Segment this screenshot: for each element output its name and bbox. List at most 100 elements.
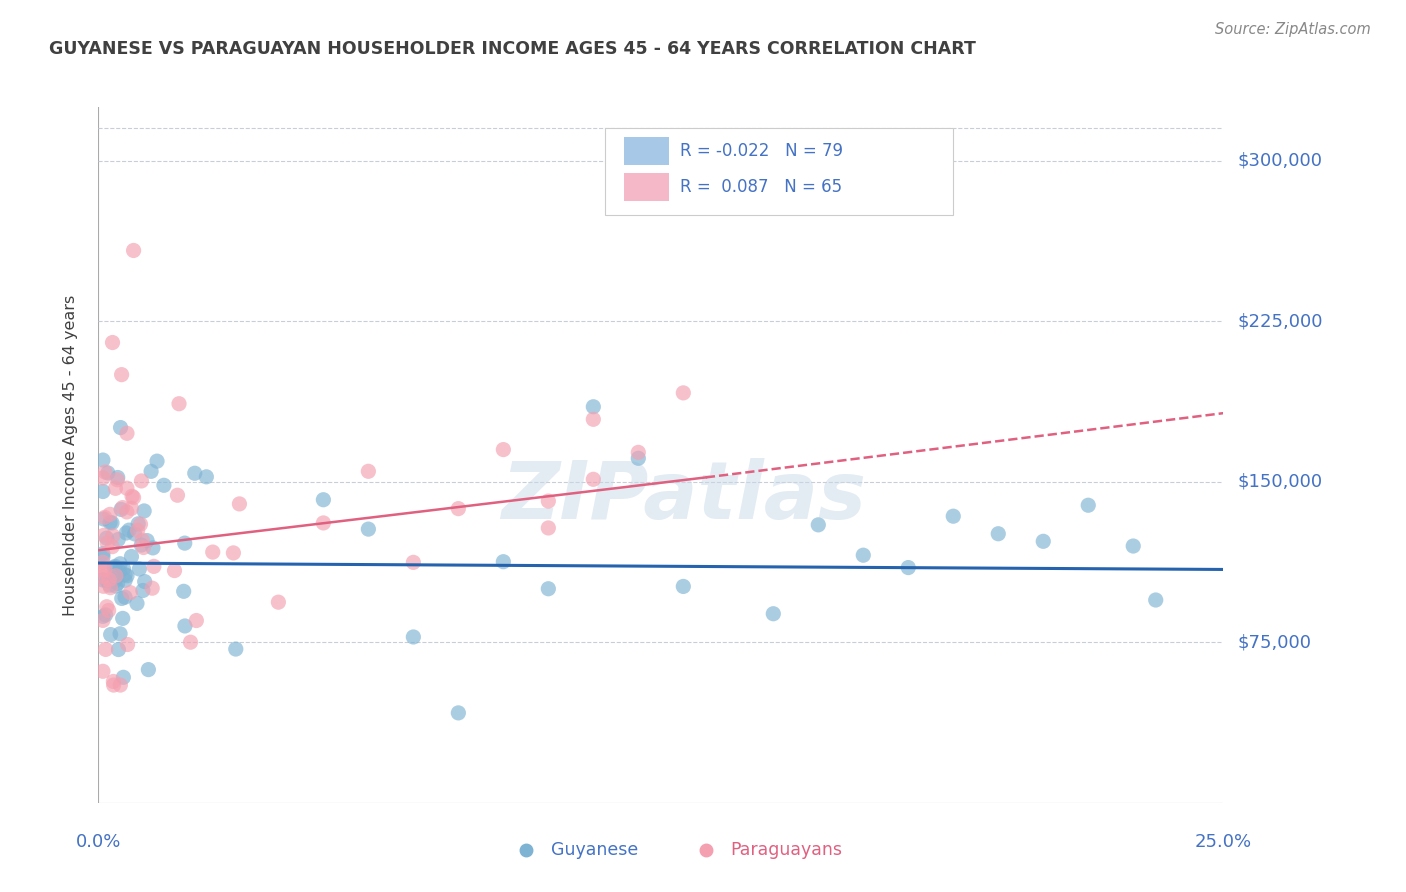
Point [97,466,120,480]
Point [96,599,118,614]
Point [174,619,197,633]
Point [107,533,129,547]
Point [134,504,156,518]
Point [125,596,148,610]
Point [173,536,195,550]
Point [142,541,165,555]
Point [96,536,118,550]
Point [96,574,118,588]
Point [103,560,125,574]
Point [122,491,145,505]
Text: $225,000: $225,000 [1237,312,1323,330]
Point [138,663,160,677]
Point [101,516,124,530]
Text: R = -0.022   N = 79: R = -0.022 N = 79 [681,142,844,160]
Text: R =  0.087   N = 65: R = 0.087 N = 65 [681,178,842,196]
Point [91,665,114,679]
Point [582,412,605,426]
Point [97,603,120,617]
Point [98,508,121,522]
Point [807,517,830,532]
Point [179,635,201,649]
Point [201,545,224,559]
Point [93,512,115,526]
Point [104,559,127,574]
Point [91,569,114,583]
Text: $75,000: $75,000 [1237,633,1312,651]
FancyBboxPatch shape [605,128,953,215]
Text: ZIPatlas: ZIPatlas [501,458,866,536]
Point [141,581,163,595]
Point [222,546,245,560]
Point [105,473,128,487]
Point [91,549,114,564]
Point [447,706,470,720]
Text: $150,000: $150,000 [1237,473,1322,491]
Point [897,560,920,574]
Point [91,613,114,627]
Point [112,670,135,684]
Point [93,510,115,524]
Point [100,581,122,595]
Point [942,509,965,524]
Point [146,454,169,468]
Point [108,557,131,571]
Point [582,400,605,414]
Point [107,470,129,484]
Point [184,467,207,481]
Point [582,472,605,486]
Point [136,533,159,548]
Point [153,478,176,492]
Point [1077,498,1099,512]
Point [1144,593,1167,607]
Point [100,627,122,641]
Point [132,541,155,555]
Point [128,562,150,576]
Point [104,579,127,593]
Point [122,244,145,258]
Point [627,451,650,466]
Point [627,445,650,459]
Point [186,614,208,628]
Point [357,464,380,478]
Point [121,489,143,503]
Text: GUYANESE VS PARAGUAYAN HOUSEHOLDER INCOME AGES 45 - 64 YEARS CORRELATION CHART: GUYANESE VS PARAGUAYAN HOUSEHOLDER INCOM… [49,40,976,58]
Text: 0.0%: 0.0% [76,833,121,851]
Point [114,574,136,588]
Point [101,540,124,554]
Point [115,568,138,582]
Point [94,642,117,657]
Point [115,505,138,519]
Point [101,335,124,350]
Point [447,501,470,516]
Point [111,611,134,625]
Point [104,569,127,583]
Point [96,531,118,545]
Point [107,642,129,657]
Point [111,591,134,606]
Point [91,471,114,485]
Point [195,470,218,484]
Point [267,595,290,609]
Point [357,522,380,536]
Point [166,488,188,502]
Point [537,494,560,508]
Point [107,576,129,591]
Point [98,578,121,592]
Point [131,474,153,488]
Point [672,385,695,400]
Text: 25.0%: 25.0% [1195,833,1251,851]
Point [91,564,114,578]
Point [127,516,149,531]
Point [173,584,195,599]
Point [104,567,127,582]
Point [987,526,1010,541]
Point [120,585,142,599]
Point [111,500,134,515]
Point [110,368,132,382]
Point [93,579,115,593]
Point [104,574,127,588]
Point [228,497,250,511]
Point [1032,534,1054,549]
Point [110,678,132,692]
